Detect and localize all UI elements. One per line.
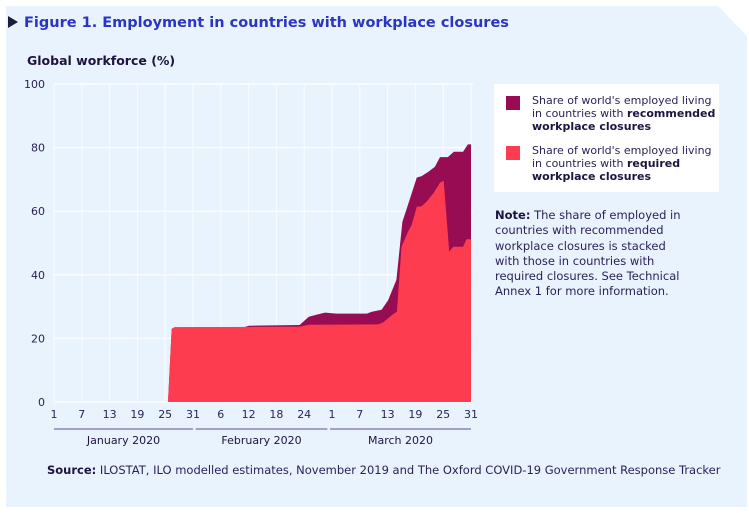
y-tick-label: 0: [38, 396, 45, 409]
figure-title[interactable]: Figure 1. Employment in countries with w…: [8, 15, 509, 31]
figure-title-text: Figure 1. Employment in countries with w…: [24, 15, 509, 31]
legend-text: Share of world's employed living in coun…: [532, 144, 712, 170]
legend-swatch-recommended: [506, 96, 520, 110]
y-tick-label: 40: [31, 269, 45, 282]
x-tick-label: 31: [186, 408, 200, 421]
legend-text: Share of world's employed living in coun…: [532, 94, 712, 120]
chart-note: Note: The share of employed in countries…: [495, 208, 685, 300]
x-tick-label: 19: [130, 408, 144, 421]
expand-triangle-icon[interactable]: [8, 16, 18, 28]
source-label: Source:: [47, 463, 97, 477]
legend-swatch-required: [506, 146, 520, 160]
y-tick-label: 60: [31, 205, 45, 218]
y-axis-label: Global workforce (%): [27, 53, 176, 68]
x-tick-label: 19: [408, 408, 422, 421]
legend-bold-text: recommended workplace closures: [532, 107, 716, 133]
chart-source: Source: ILOSTAT, ILO modelled estimates,…: [47, 463, 720, 477]
month-label: February 2020: [221, 434, 301, 447]
y-tick-label: 80: [31, 142, 45, 155]
note-text: The share of employed in countries with …: [495, 208, 681, 299]
month-label: January 2020: [86, 434, 160, 447]
y-tick-label: 100: [24, 78, 45, 91]
legend-bold-text: required workplace closures: [532, 157, 681, 183]
x-tick-label: 18: [269, 408, 283, 421]
area-series-required: [54, 180, 471, 402]
legend: Share of world's employed living in coun…: [494, 84, 719, 192]
x-tick-label: 31: [464, 408, 478, 421]
x-tick-label: 6: [217, 408, 224, 421]
x-tick-label: 12: [242, 408, 256, 421]
x-tick-label: 1: [329, 408, 336, 421]
x-tick-label: 13: [103, 408, 117, 421]
x-tick-label: 7: [78, 408, 85, 421]
x-tick-label: 24: [297, 408, 311, 421]
x-tick-label: 1: [51, 408, 58, 421]
note-label: Note:: [495, 208, 531, 222]
x-tick-label: 7: [356, 408, 363, 421]
x-tick-label: 13: [381, 408, 395, 421]
month-label: March 2020: [368, 434, 433, 447]
y-tick-label: 20: [31, 332, 45, 345]
x-tick-label: 25: [436, 408, 450, 421]
source-text: ILOSTAT, ILO modelled estimates, Novembe…: [99, 463, 721, 477]
x-tick-label: 25: [158, 408, 172, 421]
